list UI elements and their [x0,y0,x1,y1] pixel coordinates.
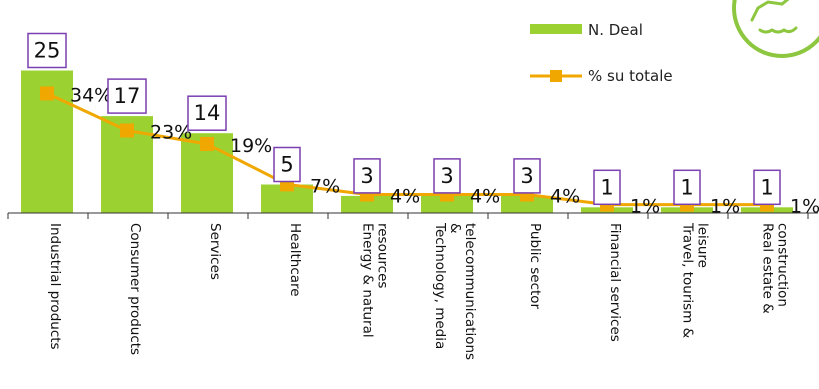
value-label-box [27,32,67,69]
percent-label: 1% [710,196,740,218]
legend-bar-swatch [530,24,582,34]
category-label: Financial services [607,223,623,342]
value-label: 3 [440,164,453,188]
percent-label: 4% [470,186,500,208]
category-label: Public sector [527,223,543,310]
category-label: construction [775,223,791,307]
value-label: 3 [520,164,533,188]
value-label: 3 [360,164,373,188]
value-label-box [107,78,147,114]
value-label-box [673,169,701,206]
value-label: 1 [600,175,613,199]
handshake-icon [732,0,819,58]
category-label: Energy & natural [360,223,376,338]
labels-layer: 34% 23% 19% 7% 4% 4% 4% 1% 1% 1% 25 17 14 5 3 3 3 1 1 1 [27,32,819,218]
bar [421,195,473,213]
legend-line-label: % su totale [588,67,673,85]
category-label: & [447,223,463,234]
bar [501,195,553,213]
category-label: Travel, tourism & [680,222,696,339]
value-label-box [513,158,541,194]
value-label-box [753,169,781,206]
value-label: 14 [194,101,221,125]
x-axis: Industrial products Consumer products Serv… [7,212,818,360]
category-label: Real estate & [760,223,776,314]
category-label: Healthcare [287,223,303,297]
percent-label: 4% [550,186,580,208]
value-label-box [593,169,621,206]
percent-label: 19% [230,135,272,157]
category-label: Industrial products [47,223,63,350]
value-label-box [187,95,227,131]
percent-label: 1% [790,196,819,218]
percent-label: 23% [150,121,192,143]
legend-line-marker [550,70,562,82]
percent-label: 34% [70,84,112,106]
value-label-box [273,146,301,183]
value-label: 17 [114,84,141,108]
legend-bar-label: N. Deal [588,21,643,39]
legend: N. Deal % su totale [530,21,673,85]
value-label-box [353,158,381,194]
percent-marker [40,86,54,101]
value-label-box [433,158,461,194]
category-label: leisure [695,223,711,268]
value-label: 1 [760,175,773,199]
bar [341,195,393,213]
value-label: 5 [280,153,293,177]
value-label: 25 [34,39,61,63]
category-label: Technology, media [432,222,448,349]
percent-marker [200,136,214,151]
value-label: 1 [680,175,693,199]
percent-label: 7% [310,175,340,197]
percent-marker [120,123,134,138]
percent-label: 4% [390,186,420,208]
category-label: Consumer products [127,223,143,355]
category-label: Services [207,223,223,280]
percent-label: 1% [630,196,660,218]
category-label: resources [375,223,391,288]
category-label: telecommunications [462,223,478,360]
percent-line [46,92,767,207]
